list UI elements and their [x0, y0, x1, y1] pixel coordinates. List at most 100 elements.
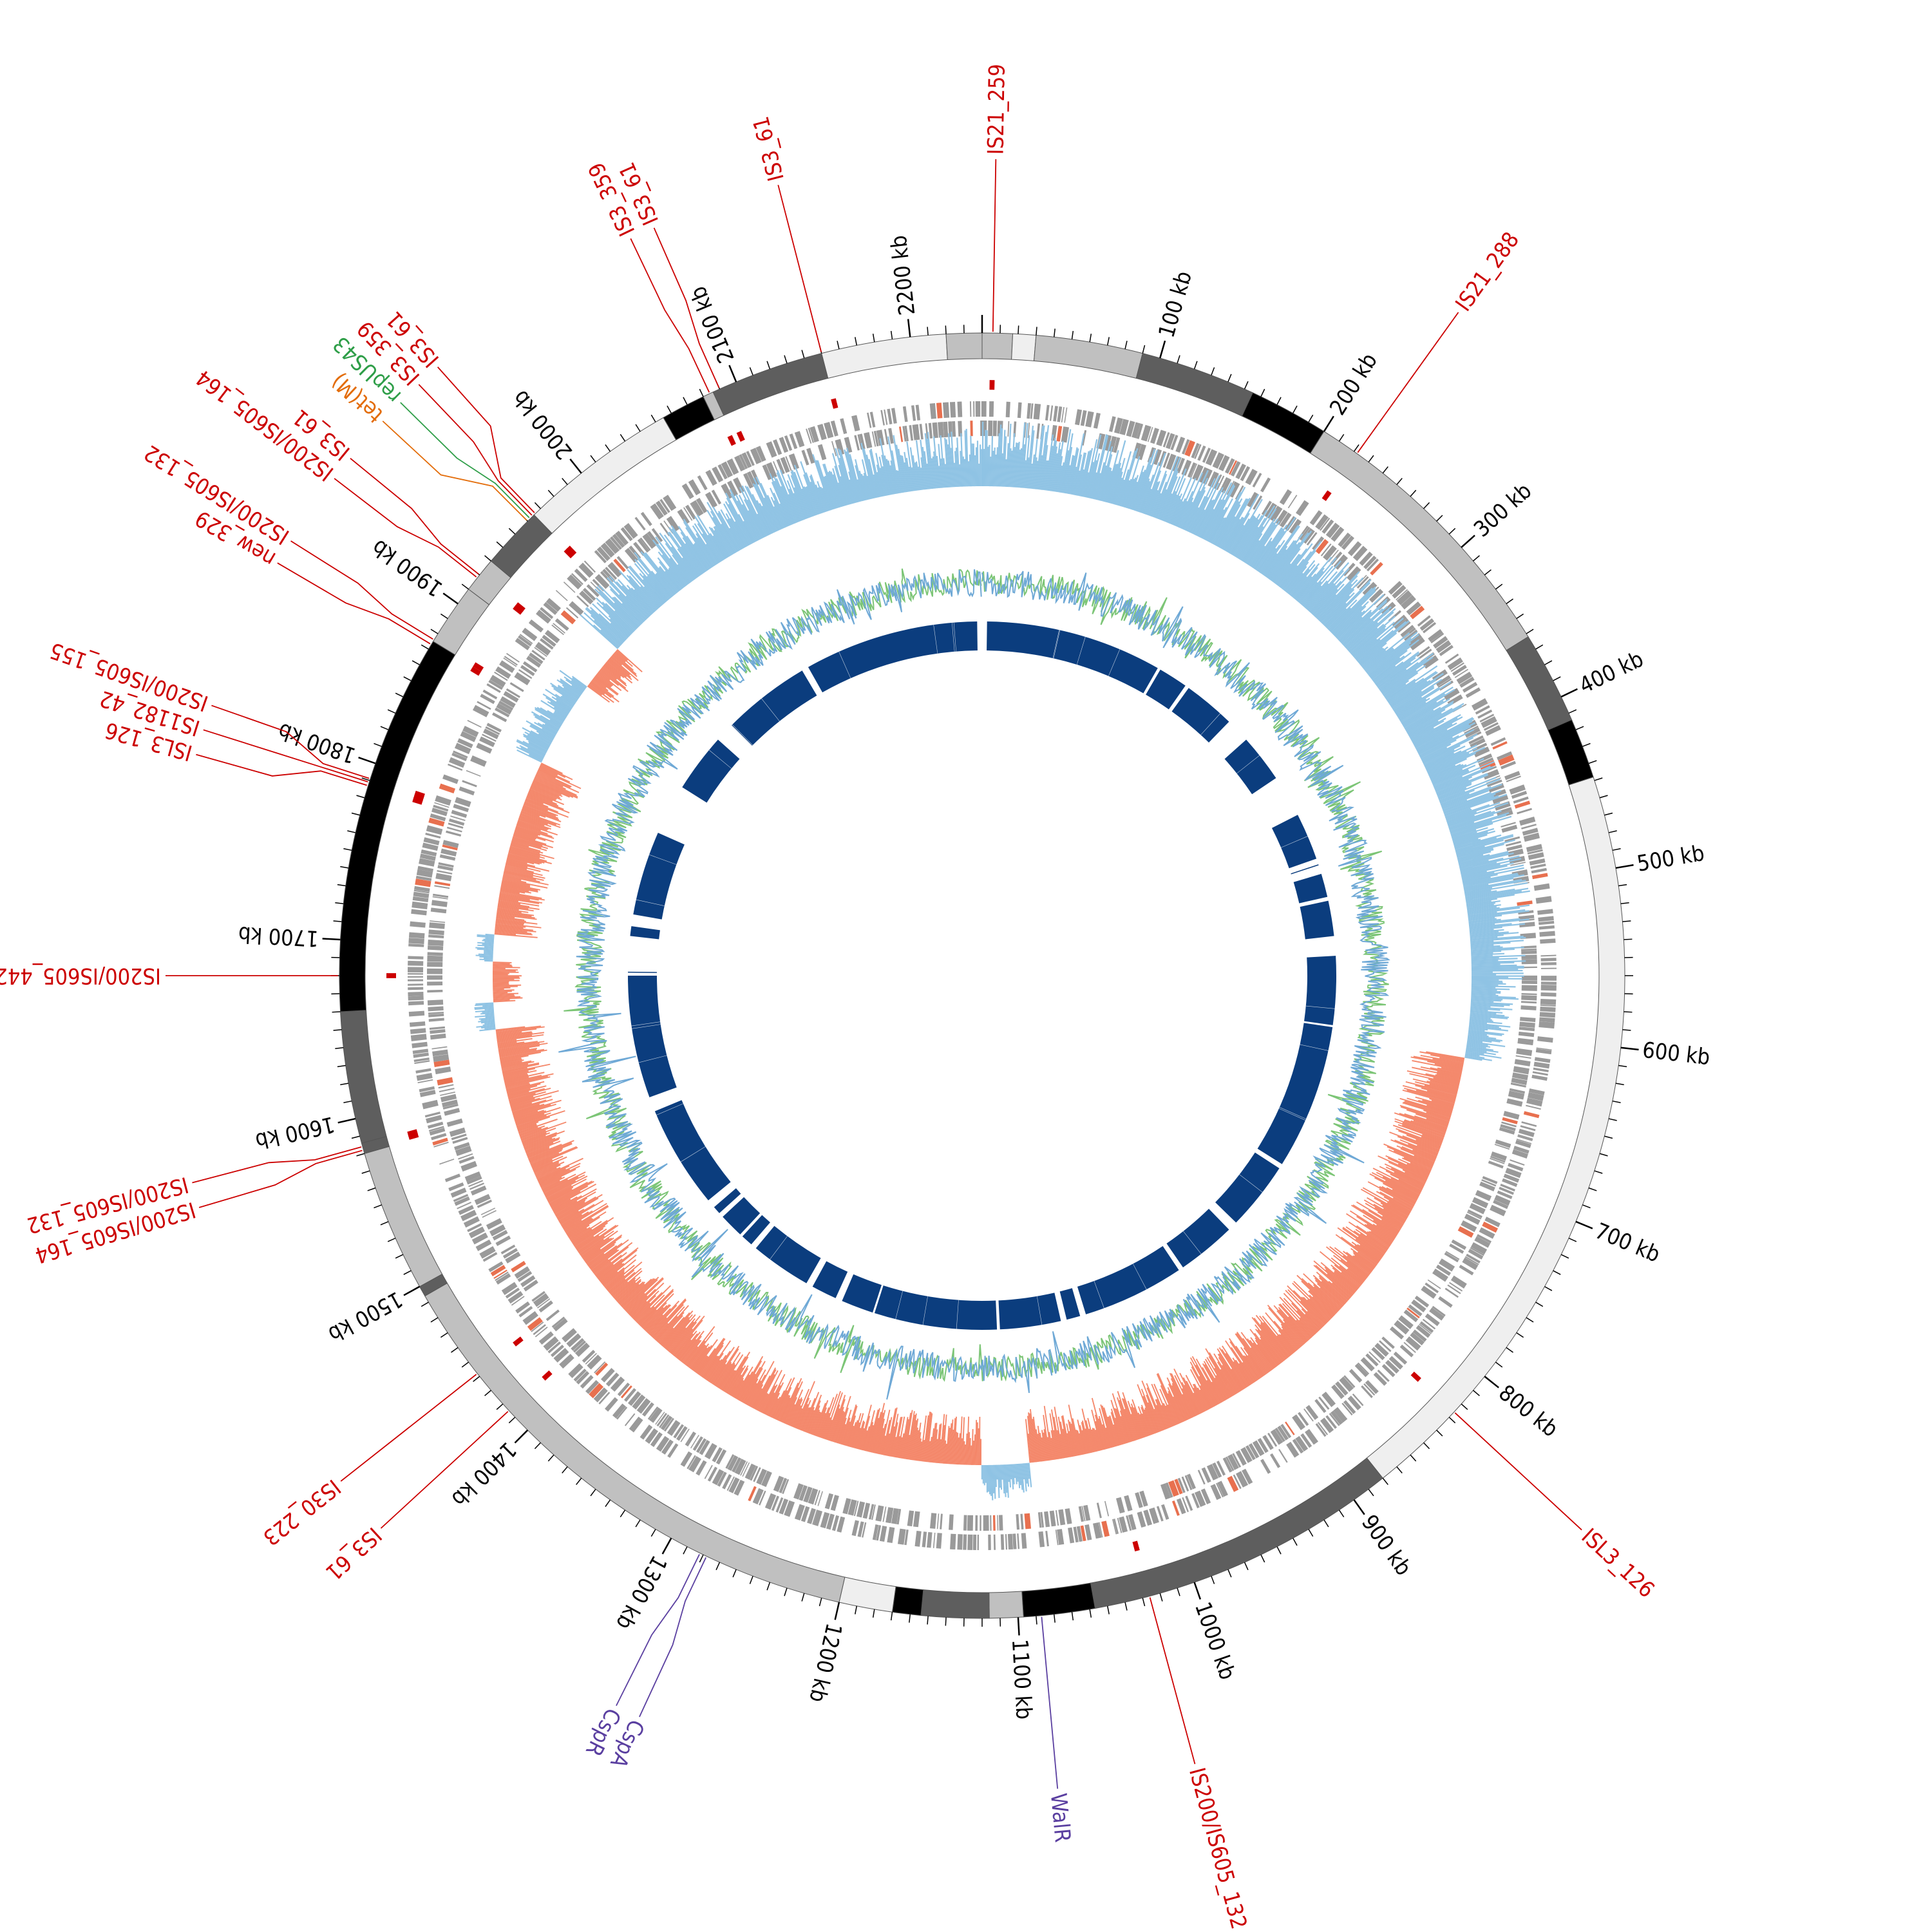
gc-skew-bin: [1293, 1281, 1332, 1319]
gc-skew-bin: [1469, 926, 1502, 931]
gc-skew-bin: [514, 1110, 547, 1122]
gc-skew-bin: [1287, 1285, 1326, 1325]
minor-tick: [340, 1083, 349, 1086]
gc-skew-bin: [1404, 1113, 1448, 1129]
cds-feature: [712, 466, 724, 483]
cds-feature: [460, 731, 477, 743]
cds-feature: [641, 1402, 654, 1417]
minor-tick: [749, 367, 753, 375]
gc-skew-bin: [1450, 815, 1512, 836]
cds-feature: [416, 1073, 433, 1081]
cds-feature: [933, 1532, 936, 1548]
cds-feature: [950, 1533, 956, 1550]
cds-feature: [766, 462, 777, 479]
cds-feature: [553, 623, 565, 634]
cds-feature: [1425, 1282, 1439, 1294]
gc-skew-bin: [727, 518, 744, 549]
cds-feature: [1464, 725, 1479, 734]
cds-feature: [1520, 1125, 1536, 1132]
gc-skew-bin: [708, 1354, 727, 1382]
minor-tick: [361, 777, 370, 781]
gc-skew-bin: [550, 701, 569, 714]
gc-skew-bin: [1222, 1345, 1249, 1387]
minor-tick: [1382, 466, 1388, 474]
cds-feature: [739, 454, 748, 469]
gc-skew-bin: [685, 527, 713, 568]
gc-skew-bin: [1016, 450, 1021, 488]
cds-feature: [1024, 1513, 1032, 1530]
gc-skew-bin: [534, 777, 578, 798]
cds-feature: [413, 1057, 430, 1063]
gc-skew-bin: [1048, 440, 1057, 491]
cds-feature: [408, 956, 424, 960]
gc-skew-bin: [593, 624, 620, 649]
gc-skew-bin: [484, 951, 493, 953]
gc-skew-bin: [714, 529, 731, 557]
cds-feature: [647, 1406, 659, 1420]
gc-skew-bin: [1379, 652, 1434, 692]
cds-feature: [536, 609, 551, 624]
gc-skew-bin: [1056, 456, 1063, 493]
gc-skew-bin: [658, 1314, 683, 1343]
gc-skew-bin: [595, 1252, 627, 1277]
gc-skew-bin: [1449, 821, 1475, 831]
blast-hit-block: [628, 976, 677, 1097]
cds-feature: [1363, 1383, 1376, 1396]
cds-feature: [820, 1511, 830, 1529]
gc-skew-bin: [499, 894, 530, 901]
cds-feature: [480, 694, 495, 705]
gc-skew-bin: [1471, 965, 1524, 969]
gc-skew-bin: [1470, 946, 1503, 950]
gc-skew-bin: [749, 1361, 775, 1407]
gc-skew-bin: [511, 1099, 547, 1111]
gc-skew-bin: [819, 1397, 835, 1438]
cds-feature: [1371, 1347, 1385, 1361]
gc-skew-bin: [1369, 639, 1419, 678]
minor-tick: [351, 1135, 360, 1139]
minor-tick: [872, 1609, 875, 1618]
minor-tick: [766, 361, 771, 370]
gc-skew-bin: [1343, 605, 1388, 647]
cds-feature: [915, 404, 921, 421]
cds-feature: [440, 1094, 457, 1103]
gc-skew-bin: [1436, 1073, 1461, 1080]
cds-feature: [1056, 426, 1063, 442]
contig-segment: [821, 334, 948, 379]
gc-skew-bin: [748, 1374, 766, 1406]
gc-skew-bin: [835, 1396, 851, 1443]
gc-skew-bin: [1267, 1304, 1303, 1346]
gc-skew-bin: [579, 1230, 614, 1255]
cds-feature: [1479, 1227, 1495, 1239]
gc-skew-bin: [1433, 761, 1495, 788]
annotation-leader-line: [380, 1411, 509, 1529]
gc-skew-bin: [1470, 940, 1494, 943]
gc-skew-bin: [506, 1081, 545, 1092]
gc-skew-bin: [1356, 1216, 1394, 1241]
gc-skew-bin: [1110, 468, 1122, 504]
gc-skew-bin: [1466, 904, 1501, 911]
minor-tick: [421, 644, 429, 650]
cds-feature: [1113, 437, 1121, 453]
gc-skew-bin: [1202, 1367, 1223, 1403]
cds-feature: [856, 1501, 866, 1518]
cds-feature: [814, 1490, 820, 1506]
minor-tick: [1622, 920, 1631, 922]
gc-skew-bin: [1020, 444, 1025, 488]
cds-feature: [1156, 430, 1167, 446]
gc-skew-bin: [712, 535, 728, 559]
gc-skew-bin: [1379, 1188, 1414, 1208]
cds-feature: [1388, 581, 1403, 595]
gc-skew-bin: [493, 992, 519, 996]
gc-skew-bin: [1468, 918, 1497, 923]
cds-feature: [1021, 1533, 1027, 1549]
cds-feature: [1287, 495, 1298, 509]
cds-feature: [1197, 445, 1206, 461]
cds-feature: [426, 1115, 442, 1124]
gc-skew-bin: [663, 1314, 693, 1349]
gc-skew-bin: [746, 1369, 766, 1405]
gc-skew-bin: [515, 826, 554, 839]
gc-skew-bin: [1471, 999, 1502, 1002]
gc-skew-bin: [1229, 1338, 1258, 1381]
gc-skew-bin: [953, 462, 957, 488]
minor-tick: [1423, 1442, 1430, 1450]
